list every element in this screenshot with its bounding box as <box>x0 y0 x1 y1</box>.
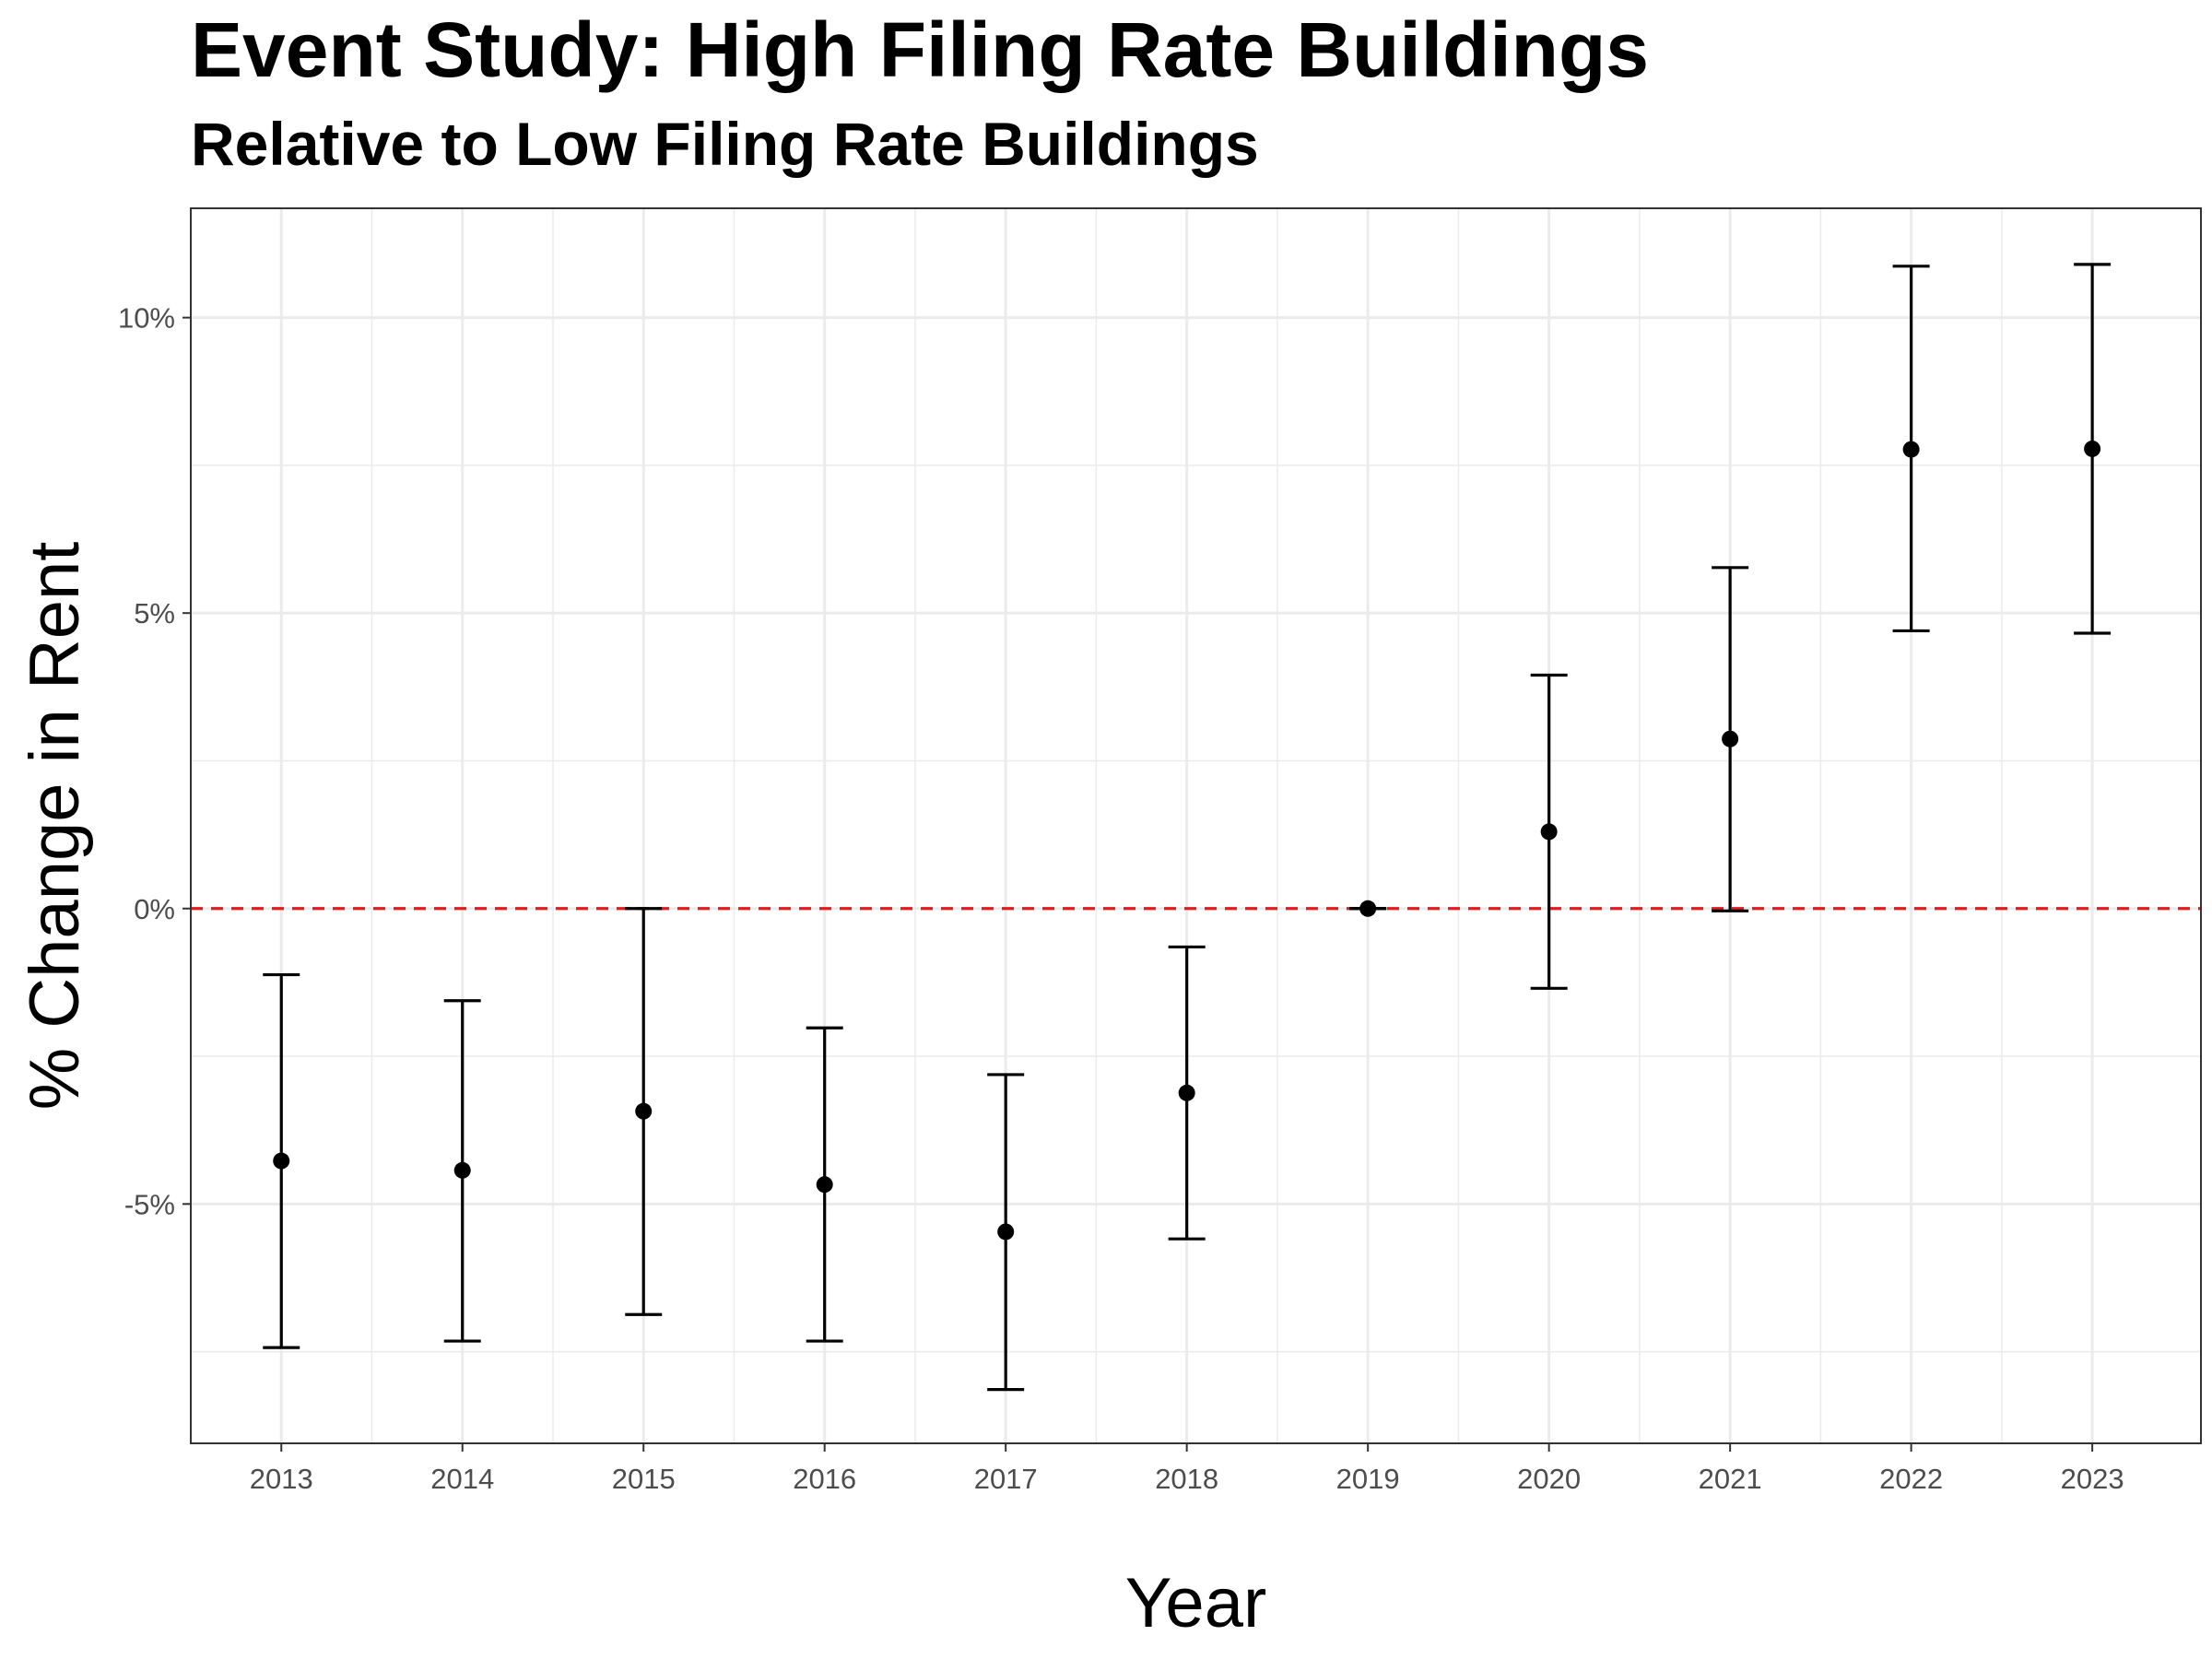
point-2023 <box>2084 440 2101 457</box>
point-2019 <box>1359 900 1377 917</box>
point-2016 <box>816 1176 833 1194</box>
x-tick-label: 2016 <box>793 1463 856 1495</box>
point-2017 <box>997 1223 1015 1241</box>
y-tick-label: 5% <box>134 597 175 629</box>
x-tick-label: 2021 <box>1699 1463 1762 1495</box>
point-2018 <box>1178 1084 1195 1101</box>
y-axis-title: % Change in Rent <box>16 542 94 1111</box>
point-2014 <box>453 1161 471 1179</box>
y-tick-label: 0% <box>134 893 175 925</box>
x-axis: 2013 2014 2015 2016 2017 2018 2019 2020 2021 2022… <box>250 1443 2124 1495</box>
y-tick-label: 10% <box>118 302 175 335</box>
point-2022 <box>1902 441 1920 458</box>
x-tick-label: 2020 <box>1517 1463 1581 1495</box>
x-tick-label: 2019 <box>1336 1463 1400 1495</box>
x-axis-title: Year <box>1125 1564 1267 1642</box>
x-tick-label: 2017 <box>974 1463 1038 1495</box>
point-2013 <box>273 1152 290 1170</box>
chart-subtitle: Relative to Low Filing Rate Buildings <box>191 110 1259 178</box>
x-tick-label: 2022 <box>1879 1463 1943 1495</box>
grid <box>191 208 2201 1443</box>
point-2015 <box>635 1102 653 1120</box>
x-tick-label: 2023 <box>2061 1463 2124 1495</box>
x-tick-label: 2013 <box>250 1463 313 1495</box>
x-tick-label: 2014 <box>430 1463 494 1495</box>
y-axis: -5% 0% 5% 10% <box>118 302 191 1220</box>
point-2020 <box>1540 823 1558 841</box>
panel-border <box>190 207 2202 1444</box>
point-estimates <box>273 440 2101 1241</box>
x-tick-label: 2018 <box>1155 1463 1218 1495</box>
point-2021 <box>1722 730 1739 747</box>
x-tick-label: 2015 <box>612 1463 676 1495</box>
chart-title: Event Study: High Filing Rate Buildings <box>191 6 1650 93</box>
y-tick-label: -5% <box>124 1188 175 1220</box>
